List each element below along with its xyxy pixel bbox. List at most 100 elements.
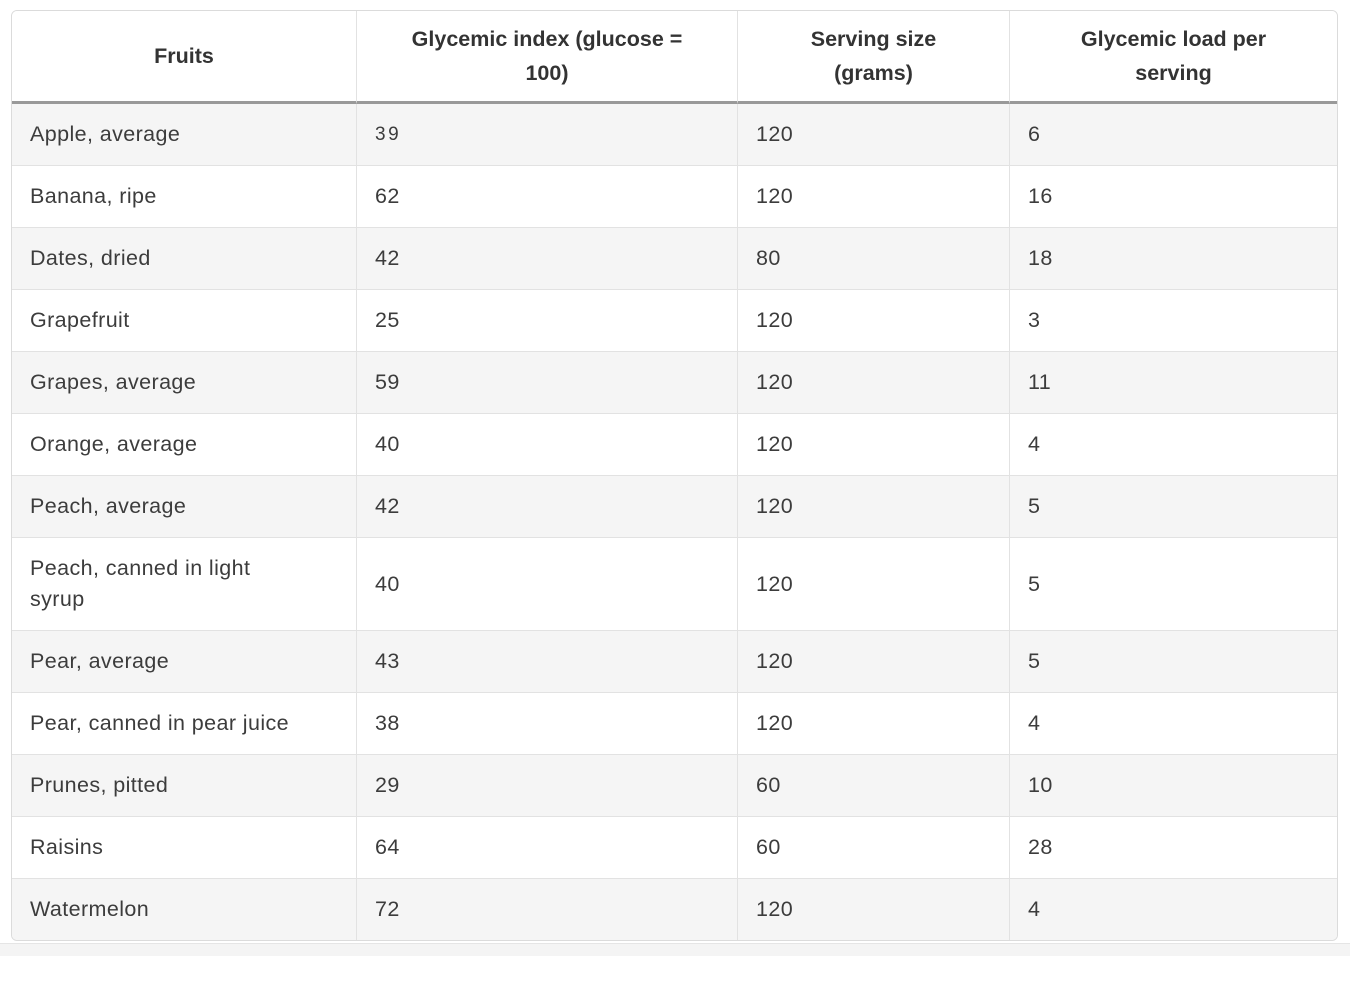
table-row: Pear, average 43 120 5	[12, 631, 1337, 693]
glycemic-index-cell: 40	[357, 538, 738, 631]
cell-text: 42	[375, 246, 400, 270]
glycemic-index-cell: 59	[357, 352, 738, 414]
serving-size-cell: 60	[738, 755, 1010, 817]
fruit-cell: Watermelon	[12, 879, 357, 940]
glycemic-load-cell: 5	[1010, 476, 1337, 538]
table-row: Grapes, average 59 120 11	[12, 352, 1337, 414]
page-footer-strip	[0, 943, 1350, 956]
serving-size-cell: 120	[738, 693, 1010, 755]
cell-text: Pear, canned in pear juice	[30, 711, 290, 735]
cell-text: Peach, canned in light syrup	[30, 556, 251, 611]
glycemic-load-cell: 4	[1010, 879, 1337, 940]
header-row: Fruits Glycemic index (glucose = 100) Serv…	[12, 11, 1337, 104]
glycemic-table: Fruits Glycemic index (glucose = 100) Serv…	[12, 11, 1337, 940]
table-row: Dates, dried 42 80 18	[12, 228, 1337, 290]
column-header-serving-size: Serving size (grams)	[738, 11, 1010, 104]
serving-size-cell: 120	[738, 414, 1010, 476]
cell-text: 5	[1028, 571, 1041, 596]
fruit-cell: Dates, dried	[12, 228, 357, 290]
cell-text: 120	[756, 494, 794, 518]
table-row: Pear, canned in pear juice 38 120 4	[12, 693, 1337, 755]
cell-text: 18	[1028, 246, 1053, 270]
serving-size-cell: 120	[738, 879, 1010, 940]
cell-text: 60	[756, 835, 781, 859]
glycemic-index-cell: 29	[357, 755, 738, 817]
cell-text: 25	[375, 308, 400, 332]
cell-text: 120	[756, 184, 794, 208]
fruit-cell: Apple, average	[12, 104, 357, 166]
serving-size-cell: 120	[738, 104, 1010, 166]
glycemic-table-container: Fruits Glycemic index (glucose = 100) Serv…	[11, 10, 1338, 941]
cell-text: 72	[375, 897, 400, 921]
column-header-glycemic-index: Glycemic index (glucose = 100)	[357, 11, 738, 104]
cell-text: 120	[756, 432, 794, 456]
cell-text: 62	[375, 184, 400, 208]
glycemic-load-cell: 16	[1010, 166, 1337, 228]
cell-text: 4	[1028, 897, 1041, 921]
glycemic-load-cell: 4	[1010, 414, 1337, 476]
cell-text: Watermelon	[30, 897, 150, 921]
cell-text: 5	[1028, 649, 1041, 673]
cell-text: 40	[375, 432, 400, 456]
cell-text: Orange, average	[30, 432, 198, 456]
table-header: Fruits Glycemic index (glucose = 100) Serv…	[12, 11, 1337, 104]
fruit-cell: Raisins	[12, 817, 357, 879]
glycemic-index-cell: 64	[357, 817, 738, 879]
cell-text: Apple, average	[30, 122, 181, 146]
glycemic-index-cell: 40	[357, 414, 738, 476]
cell-text: Dates, dried	[30, 246, 151, 270]
cell-text: 28	[1028, 835, 1053, 859]
fruit-cell: Pear, canned in pear juice	[12, 693, 357, 755]
column-header-label: Glycemic index (glucose = 100)	[411, 27, 683, 85]
serving-size-cell: 120	[738, 476, 1010, 538]
glycemic-load-cell: 10	[1010, 755, 1337, 817]
column-header-fruit: Fruits	[12, 11, 357, 104]
fruit-cell: Peach, canned in light syrup	[12, 538, 357, 631]
table-row: Grapefruit 25 120 3	[12, 290, 1337, 352]
cell-text: Pear, average	[30, 649, 170, 673]
glycemic-load-cell: 5	[1010, 631, 1337, 693]
cell-text: 120	[756, 897, 794, 921]
cell-text: 60	[756, 773, 781, 797]
glycemic-index-cell: 42	[357, 228, 738, 290]
cell-text: Grapes, average	[30, 370, 197, 394]
table-row: Watermelon 72 120 4	[12, 879, 1337, 940]
cell-text: 120	[756, 122, 794, 146]
cell-text: 11	[1028, 370, 1052, 394]
serving-size-cell: 120	[738, 538, 1010, 631]
cell-text: 6	[1028, 122, 1041, 146]
table-row: Prunes, pitted 29 60 10	[12, 755, 1337, 817]
cell-text: 10	[1028, 773, 1053, 797]
cell-text: 120	[756, 571, 794, 596]
glycemic-index-cell: 43	[357, 631, 738, 693]
fruit-cell: Grapes, average	[12, 352, 357, 414]
fruit-cell: Grapefruit	[12, 290, 357, 352]
table-body: Apple, average 39 120 6 Banana, ripe 62 120 16 D…	[12, 104, 1337, 940]
serving-size-cell: 80	[738, 228, 1010, 290]
serving-size-cell: 60	[738, 817, 1010, 879]
fruit-cell: Orange, average	[12, 414, 357, 476]
glycemic-index-cell: 62	[357, 166, 738, 228]
glycemic-load-cell: 5	[1010, 538, 1337, 631]
cell-text: 29	[375, 773, 400, 797]
glycemic-load-cell: 4	[1010, 693, 1337, 755]
cell-text: Grapefruit	[30, 308, 130, 332]
column-header-label: Serving size (grams)	[810, 27, 937, 85]
cell-text: 120	[756, 308, 794, 332]
cell-text: Banana, ripe	[30, 184, 157, 208]
cell-text: Raisins	[30, 835, 104, 859]
cell-text: 64	[375, 835, 400, 859]
glycemic-load-cell: 18	[1010, 228, 1337, 290]
table-row: Peach, average 42 120 5	[12, 476, 1337, 538]
table-row: Raisins 64 60 28	[12, 817, 1337, 879]
glycemic-load-cell: 6	[1010, 104, 1337, 166]
serving-size-cell: 120	[738, 290, 1010, 352]
fruit-cell: Pear, average	[12, 631, 357, 693]
table-row: Peach, canned in light syrup 40 120 5	[12, 538, 1337, 631]
cell-text: 120	[756, 649, 794, 673]
cell-text: 42	[375, 494, 400, 518]
fruit-cell: Banana, ripe	[12, 166, 357, 228]
fruit-cell: Prunes, pitted	[12, 755, 357, 817]
table-row: Orange, average 40 120 4	[12, 414, 1337, 476]
glycemic-index-cell: 38	[357, 693, 738, 755]
